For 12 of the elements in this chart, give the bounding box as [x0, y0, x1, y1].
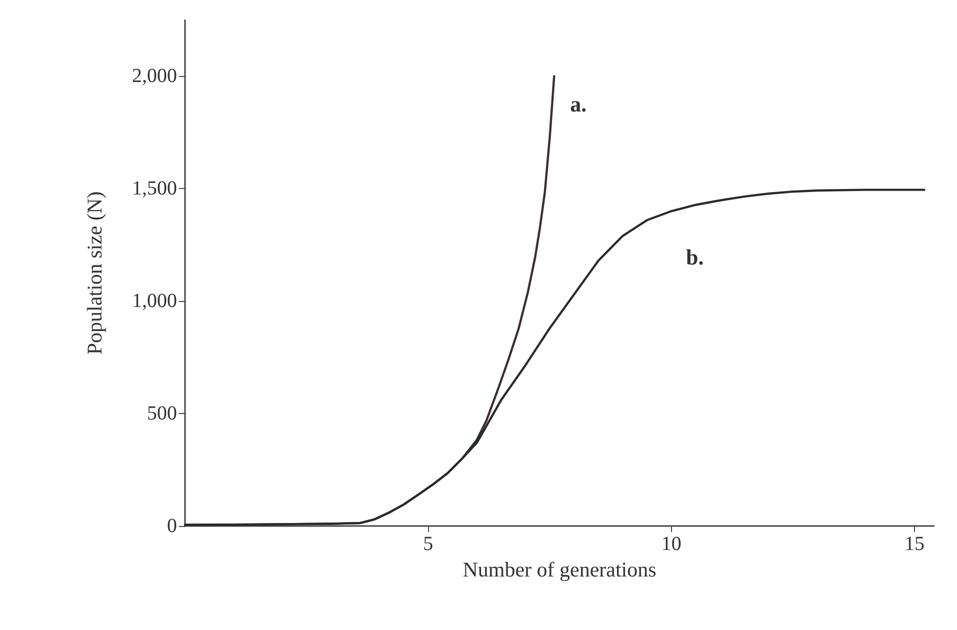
y-tick-label: 2,000 [132, 65, 177, 88]
x-tick-label: 15 [904, 533, 925, 555]
y-tick-label: 1,500 [132, 178, 177, 200]
x-tick-label: 5 [423, 533, 434, 555]
x-axis-title: Number of generations [462, 557, 656, 582]
y-tick-label: 1,000 [132, 290, 177, 312]
y-tick-label: 0 [167, 515, 177, 537]
annotation: b. [686, 244, 704, 270]
annotation: a. [570, 92, 587, 117]
x-tick-label: 10 [661, 533, 682, 555]
y-axis-title: Population size (N) [82, 191, 106, 355]
y-tick-label: 500 [147, 402, 177, 425]
